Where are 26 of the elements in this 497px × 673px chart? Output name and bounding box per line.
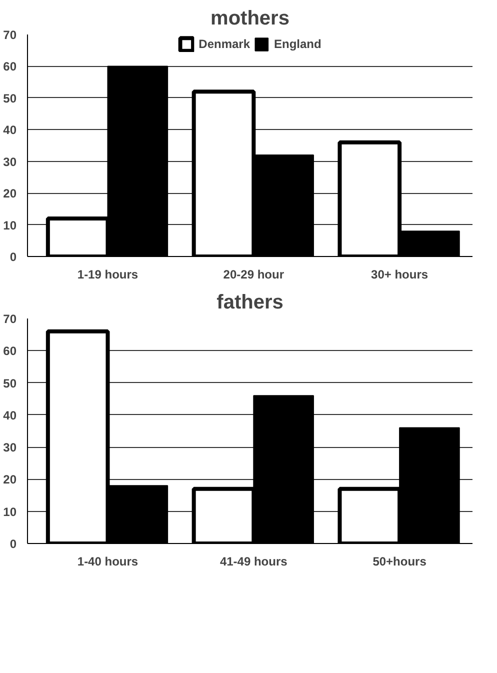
- y-tick-label: 40: [3, 123, 17, 138]
- y-tick-label: 40: [3, 408, 17, 422]
- x-tick-label: 41-49 hours: [220, 554, 288, 568]
- y-tick-label: 70: [3, 28, 17, 42]
- x-tick-label: 30+ hours: [371, 268, 428, 282]
- y-tick-label: 20: [3, 472, 17, 487]
- y-tick-label: 60: [3, 60, 17, 74]
- y-tick-label: 0: [10, 537, 17, 551]
- x-tick-label: 1-19 hours: [77, 268, 138, 282]
- x-tick-label: 20-29 hour: [223, 268, 284, 282]
- chart-title: mothers: [210, 8, 290, 30]
- y-tick-label: 30: [3, 154, 17, 169]
- y-tick-label: 30: [3, 440, 17, 455]
- y-tick-label: 60: [3, 344, 17, 358]
- legend-label: England: [274, 37, 322, 51]
- y-tick-label: 10: [3, 218, 17, 232]
- y-tick-label: 50: [3, 91, 17, 106]
- chart-title: fathers: [216, 292, 284, 314]
- y-tick-label: 10: [3, 504, 17, 519]
- y-tick-label: 0: [10, 250, 17, 264]
- x-tick-label: 50+hours: [372, 554, 427, 568]
- y-tick-label: 50: [3, 376, 17, 390]
- y-tick-label: 20: [3, 186, 17, 201]
- legend-label: Denmark: [198, 37, 250, 51]
- x-tick-label: 1-40 hours: [77, 554, 138, 568]
- y-tick-label: 70: [3, 312, 17, 326]
